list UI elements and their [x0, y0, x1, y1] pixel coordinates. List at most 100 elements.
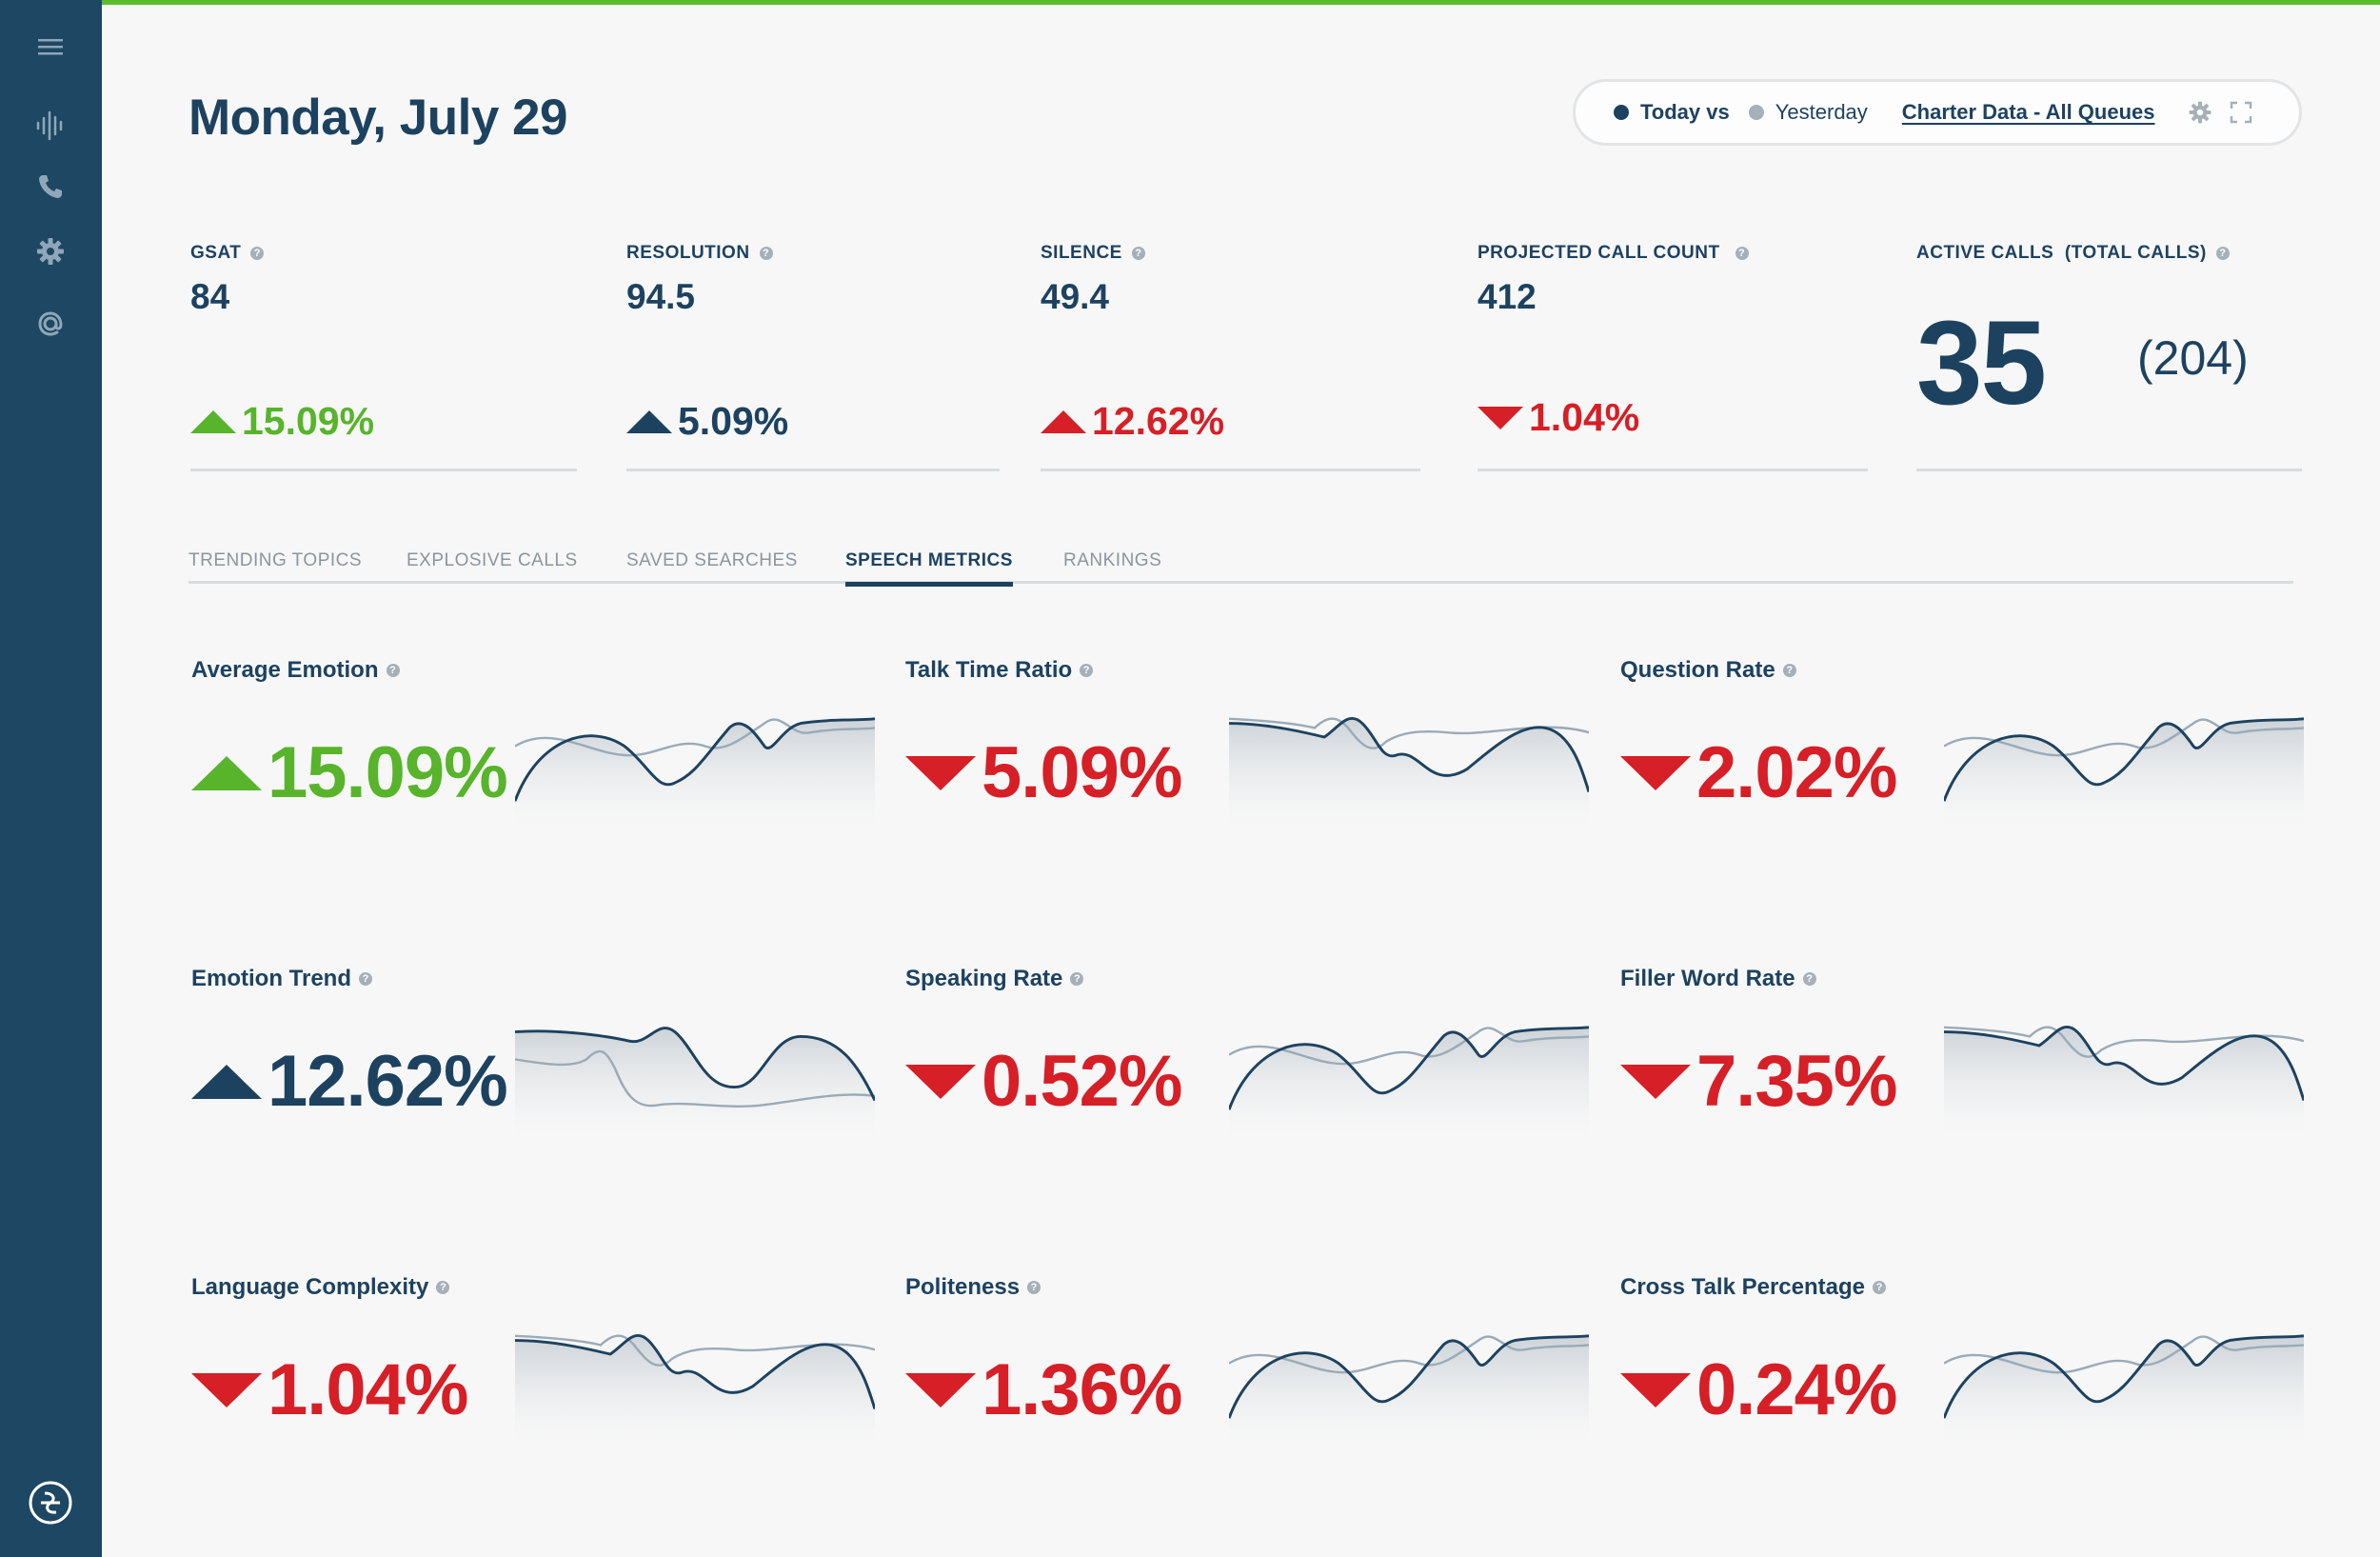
kpi-active-calls: ACTIVE CALLS (TOTAL CALLS)? 35 (204): [1916, 243, 2302, 471]
kpi-value: 94.5: [626, 277, 696, 316]
kpi-label: SILENCE: [1041, 243, 1122, 263]
sparkline-chart: [1229, 717, 1589, 828]
tab-explosive-calls[interactable]: EXPLOSIVE CALLS: [407, 550, 578, 570]
metric-card: Cross Talk Percentage? 0.24%: [1620, 1274, 2306, 1541]
comparison-selector[interactable]: Today vs Yesterday Charter Data - All Qu…: [1573, 79, 2302, 146]
metric-title: Question Rate?: [1620, 657, 1796, 684]
logo-icon[interactable]: [25, 1477, 76, 1528]
kpi-gsat: GSAT? 84 15.09%: [190, 243, 577, 471]
yesterday-label: Yesterday: [1775, 100, 1868, 124]
gear-icon[interactable]: [27, 228, 74, 275]
metric-title: Speaking Rate?: [905, 966, 1084, 992]
metric-change-value: 7.35%: [1696, 1041, 1897, 1122]
fullscreen-icon[interactable]: [2230, 101, 2252, 124]
today-legend[interactable]: Today vs: [1614, 100, 1730, 125]
metric-value: 1.04%: [191, 1348, 468, 1431]
help-icon[interactable]: ?: [1131, 247, 1145, 260]
help-icon[interactable]: ?: [2215, 247, 2230, 260]
metric-change-value: 0.52%: [982, 1041, 1182, 1122]
help-icon[interactable]: ?: [386, 664, 400, 677]
help-icon[interactable]: ?: [250, 247, 265, 260]
sparkline-area: [1229, 718, 1589, 828]
arrow-down-icon: [905, 1372, 976, 1407]
metric-change-value: 12.62%: [268, 1041, 508, 1122]
sparkline-today-line: [1229, 1334, 1589, 1419]
help-icon[interactable]: ?: [359, 972, 372, 986]
queue-link[interactable]: Charter Data - All Queues: [1901, 100, 2155, 124]
help-icon[interactable]: ?: [1735, 247, 1749, 260]
sparkline-area: [515, 718, 875, 828]
sparkline-yesterday-line: [1944, 718, 2304, 757]
sparkline-chart: [515, 1334, 875, 1446]
help-icon[interactable]: ?: [759, 247, 773, 260]
arrow-down-icon: [191, 1372, 262, 1407]
arrow-up-icon: [191, 755, 262, 790]
metric-value: 12.62%: [191, 1040, 508, 1123]
help-icon[interactable]: ?: [1782, 664, 1796, 677]
sparkline-yesterday-line: [1229, 1335, 1589, 1374]
arrow-down-icon: [1620, 755, 1691, 790]
sparkline-yesterday-line: [515, 718, 875, 757]
metric-title-text: Talk Time Ratio: [905, 657, 1073, 683]
kpi-change-value: 1.04%: [1529, 395, 1640, 439]
metric-title-text: Filler Word Rate: [1620, 966, 1795, 991]
kpi-change-value: 5.09%: [678, 399, 789, 443]
today-label: Today vs: [1640, 100, 1730, 124]
kpi-projected-call-count: PROJECTED CALL COUNT? 412 1.04%: [1478, 243, 1868, 471]
sparkline-today-line: [1944, 1334, 2304, 1419]
kpi-label: PROJECTED CALL COUNT: [1478, 243, 1720, 263]
help-icon[interactable]: ?: [1080, 664, 1094, 677]
tab-trending-topics[interactable]: TRENDING TOPICS: [188, 550, 363, 570]
metric-title-text: Emotion Trend: [191, 966, 351, 991]
metric-value: 2.02%: [1620, 731, 1897, 814]
sparkline-chart: [1229, 1026, 1589, 1137]
help-icon[interactable]: ?: [1873, 1281, 1887, 1294]
kpi-value: 412: [1478, 277, 1537, 316]
at-icon[interactable]: [27, 300, 74, 348]
sparkline-area: [1229, 1335, 1589, 1446]
metric-title-text: Cross Talk Percentage: [1620, 1274, 1866, 1300]
metric-title-text: Speaking Rate: [905, 966, 1063, 991]
metric-title-text: Politeness: [905, 1274, 1021, 1300]
metric-title: Average Emotion?: [191, 657, 400, 684]
kpi-change-value: 12.62%: [1092, 399, 1225, 443]
metric-change-value: 5.09%: [982, 732, 1182, 813]
help-icon[interactable]: ?: [1802, 972, 1816, 986]
help-icon[interactable]: ?: [1027, 1281, 1041, 1294]
yesterday-dot-icon: [1748, 105, 1764, 120]
tab-rankings[interactable]: RANKINGS: [1063, 550, 1162, 570]
metric-change-value: 1.36%: [982, 1349, 1182, 1430]
tab-speech-metrics[interactable]: SPEECH METRICS: [845, 550, 1013, 587]
metric-card: Speaking Rate? 0.52%: [905, 966, 1591, 1232]
metric-title: Talk Time Ratio?: [905, 657, 1094, 684]
sparkline-area: [1944, 1335, 2304, 1446]
arrow-down-icon: [905, 755, 976, 790]
sparkline-yesterday-line: [1229, 717, 1589, 749]
menu-icon[interactable]: [27, 23, 74, 70]
sparkline-area: [1944, 718, 2304, 828]
active-calls-value: 35: [1916, 297, 2047, 429]
sparkline-area: [1229, 1027, 1589, 1137]
yesterday-legend[interactable]: Yesterday: [1748, 100, 1868, 125]
help-icon[interactable]: ?: [436, 1281, 450, 1294]
metric-card: Talk Time Ratio? 5.09%: [905, 657, 1591, 924]
today-dot-icon: [1614, 105, 1629, 120]
waveform-icon[interactable]: [27, 102, 74, 150]
metric-title: Language Complexity?: [191, 1274, 450, 1301]
tab-saved-searches[interactable]: SAVED SEARCHES: [626, 550, 798, 570]
arrow-up-icon: [191, 1064, 262, 1099]
metric-value: 5.09%: [905, 731, 1182, 814]
metric-title: Emotion Trend?: [191, 966, 372, 992]
sidebar: [0, 0, 102, 1557]
sparkline-chart: [1944, 717, 2304, 828]
kpi-change: 15.09%: [190, 399, 374, 444]
phone-icon[interactable]: [27, 163, 74, 210]
settings-gear-icon[interactable]: [2188, 100, 2212, 125]
metric-title-text: Average Emotion: [191, 657, 379, 683]
sparkline-chart: [515, 717, 875, 828]
help-icon[interactable]: ?: [1070, 972, 1084, 986]
metric-change-value: 0.24%: [1696, 1349, 1897, 1430]
metric-change-value: 1.04%: [268, 1349, 468, 1430]
sparkline-yesterday-line: [1944, 1026, 2304, 1058]
sparkline-yesterday-line: [515, 1334, 875, 1367]
